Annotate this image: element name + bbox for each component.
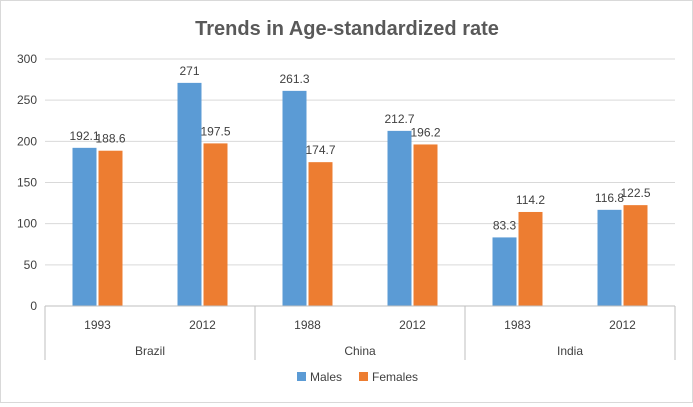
group-label-india: India	[557, 344, 583, 358]
data-label: 196.2	[410, 125, 440, 139]
x-tick-label: 2012	[399, 318, 426, 332]
bars: 192.1 271 261.3 212.7 83.3 116.8 188.6 197.5 174…	[69, 64, 651, 306]
y-tick-label: 0	[30, 299, 37, 313]
legend-swatch-females	[359, 372, 368, 381]
gridlines	[45, 58, 675, 307]
bar-males-3	[387, 130, 412, 306]
data-label: 261.3	[279, 72, 309, 86]
y-tick-label: 50	[24, 258, 38, 272]
y-tick-label: 100	[17, 217, 37, 231]
y-tick-label: 200	[17, 134, 37, 148]
bar-males-0	[72, 147, 97, 306]
bar-females-2	[308, 162, 333, 306]
x-axis: 1993 2012 1988 2012 1983 2012 Brazil China India	[44, 305, 676, 360]
y-axis: 0 50 100 150 200 250 300	[17, 52, 37, 313]
legend: Males Females	[297, 370, 418, 384]
y-tick-label: 250	[17, 93, 37, 107]
data-label: 174.7	[305, 143, 335, 157]
data-label: 192.1	[69, 129, 99, 143]
bar-females-0	[98, 150, 123, 306]
y-tick-label: 300	[17, 52, 37, 66]
data-label: 114.2	[516, 193, 545, 207]
data-label: 188.6	[95, 132, 125, 146]
legend-swatch-males	[297, 372, 306, 381]
bar-females-4	[518, 211, 543, 306]
bar-females-1	[203, 143, 228, 306]
data-label: 116.8	[595, 191, 624, 205]
x-tick-label: 2012	[609, 318, 636, 332]
bar-males-2	[282, 90, 307, 306]
x-tick-label: 1988	[294, 318, 321, 332]
bar-males-1	[177, 82, 202, 306]
x-tick-label: 1993	[84, 318, 111, 332]
data-label: 122.5	[620, 186, 650, 200]
bar-males-5	[597, 209, 622, 306]
group-label-china: China	[344, 344, 376, 358]
chart-title: Trends in Age-standardized rate	[195, 18, 499, 40]
x-tick-label: 1983	[504, 318, 531, 332]
x-tick-label: 2012	[189, 318, 216, 332]
data-label: 212.7	[384, 112, 414, 126]
group-label-brazil: Brazil	[135, 344, 165, 358]
legend-label-females: Females	[372, 370, 418, 384]
legend-label-males: Males	[310, 370, 342, 384]
data-label: 197.5	[200, 124, 230, 138]
bar-females-3	[413, 144, 438, 306]
bar-males-4	[492, 237, 517, 306]
data-label: 83.3	[493, 218, 517, 232]
bar-females-5	[623, 205, 648, 306]
y-tick-label: 150	[17, 176, 37, 190]
data-label: 271	[179, 64, 199, 78]
